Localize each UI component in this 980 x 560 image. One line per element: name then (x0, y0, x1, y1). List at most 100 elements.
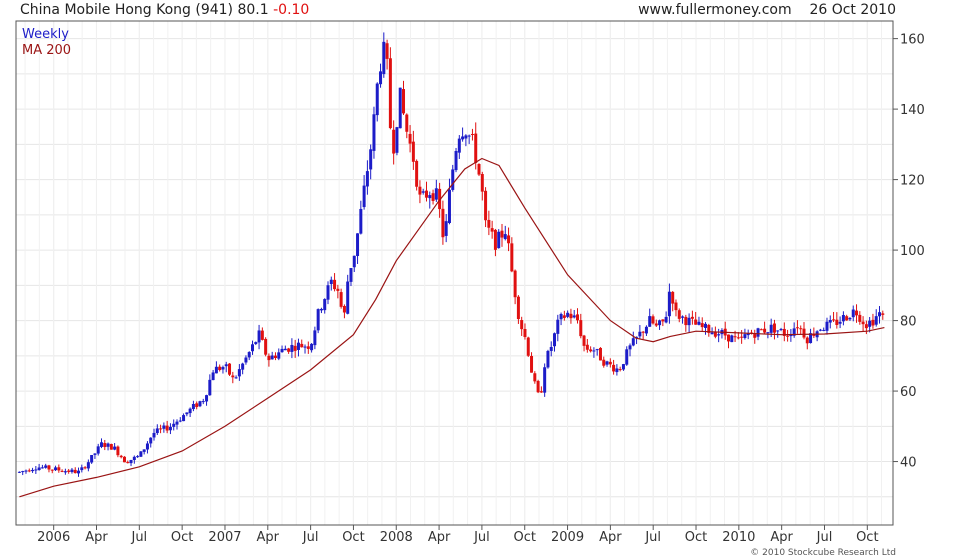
candle-body (704, 323, 708, 328)
candle-body (119, 455, 123, 458)
site-and-date: www.fullermoney.com 26 Oct 2010 (638, 0, 896, 20)
candle-body (533, 373, 537, 382)
x-tick-label: Jul (302, 530, 319, 545)
candle-body (247, 352, 251, 358)
candle-body (733, 336, 737, 338)
candle-body (257, 330, 261, 343)
candle-body (825, 321, 829, 331)
candle-body (438, 188, 442, 210)
candle-body (214, 366, 218, 374)
candle-body (122, 456, 126, 463)
candle-body (267, 355, 271, 361)
candle-body (822, 329, 826, 331)
candle-body (142, 449, 146, 452)
candle-body (726, 334, 730, 342)
candle-body (195, 403, 199, 408)
x-tick-label: 2008 (380, 530, 413, 545)
candle-body (618, 369, 622, 371)
candle-body (365, 171, 369, 187)
candle-body (379, 71, 383, 85)
candle-body (224, 364, 228, 367)
candle-body (99, 442, 103, 447)
candle-body (280, 348, 284, 353)
candle-body (782, 328, 786, 336)
candle-body (287, 348, 291, 352)
candle-body (77, 470, 81, 474)
candle-body (677, 310, 681, 319)
candle-body (60, 470, 64, 472)
x-tick-label: Jul (473, 530, 490, 545)
candle-body (333, 279, 337, 290)
candle-body (454, 151, 458, 171)
candle-body (582, 335, 586, 346)
candle-body (319, 308, 323, 311)
candle-body (487, 219, 491, 228)
candle-body (507, 235, 511, 244)
candle-body (264, 338, 268, 355)
candle-body (251, 344, 255, 352)
candle-body (50, 469, 54, 471)
candle-body (385, 43, 389, 59)
candle-body (602, 359, 606, 366)
candle-body (566, 312, 570, 317)
candle-body (273, 355, 277, 359)
candle-body (713, 331, 717, 337)
candle-body (579, 320, 583, 337)
candle-body (93, 453, 97, 455)
candle-body (31, 469, 35, 472)
candle-body (871, 319, 875, 326)
x-tick-label: 2010 (722, 530, 755, 545)
candle-body (490, 228, 494, 232)
candle-body (740, 336, 744, 338)
candle-body (234, 377, 238, 379)
candle-body (612, 364, 616, 372)
candle-body (375, 83, 379, 116)
candle-body (254, 342, 258, 345)
candle-body (421, 191, 425, 193)
candle-body (116, 446, 120, 456)
candle-body (520, 320, 524, 330)
candle-body (569, 313, 573, 319)
candle-body (658, 320, 662, 326)
y-tick-label: 120 (900, 174, 925, 189)
candle-body (743, 334, 747, 338)
candle-body (707, 325, 711, 333)
candle-body (536, 381, 540, 393)
candle-body (772, 323, 776, 333)
last-price: 80.1 (237, 2, 269, 18)
candle-body (799, 328, 803, 330)
candle-body (855, 310, 859, 316)
candle-body (447, 189, 451, 224)
candle-body (185, 412, 189, 415)
candle-body (303, 346, 307, 348)
site-link[interactable]: www.fullermoney.com (638, 2, 792, 18)
ma200-line (19, 157, 885, 498)
candle-body (444, 221, 448, 236)
candle-body (168, 426, 172, 431)
candle-body (812, 333, 816, 336)
candle-body (661, 319, 665, 322)
candle-body (516, 296, 520, 320)
candle-body (510, 243, 514, 272)
chart-title: China Mobile Hong Kong (941) 80.1 -0.10 (20, 0, 309, 20)
candle-body (451, 169, 455, 190)
y-tick-label: 40 (900, 456, 917, 471)
candle-body (681, 316, 685, 318)
candle-body (109, 444, 113, 450)
candle-body (162, 425, 166, 429)
candle-body (710, 332, 714, 335)
candle-body (172, 423, 176, 427)
candle-body (763, 328, 767, 333)
candle-body (795, 327, 799, 329)
candle-body (467, 135, 471, 137)
candle-body (690, 316, 694, 319)
x-tick-label: 2007 (208, 530, 241, 545)
candle-body (835, 319, 839, 325)
candle-body (310, 343, 314, 351)
x-tick-label: Apr (85, 530, 108, 545)
candle-body (628, 345, 632, 350)
candle-body (736, 337, 740, 339)
candle-body (868, 320, 872, 327)
candle-body (188, 408, 192, 414)
